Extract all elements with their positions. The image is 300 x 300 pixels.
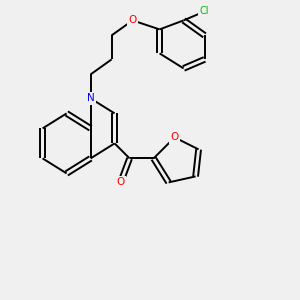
Text: O: O <box>128 15 137 26</box>
Text: N: N <box>87 93 94 103</box>
Text: O: O <box>170 132 179 142</box>
Text: O: O <box>116 177 125 188</box>
Text: Cl: Cl <box>200 6 209 16</box>
